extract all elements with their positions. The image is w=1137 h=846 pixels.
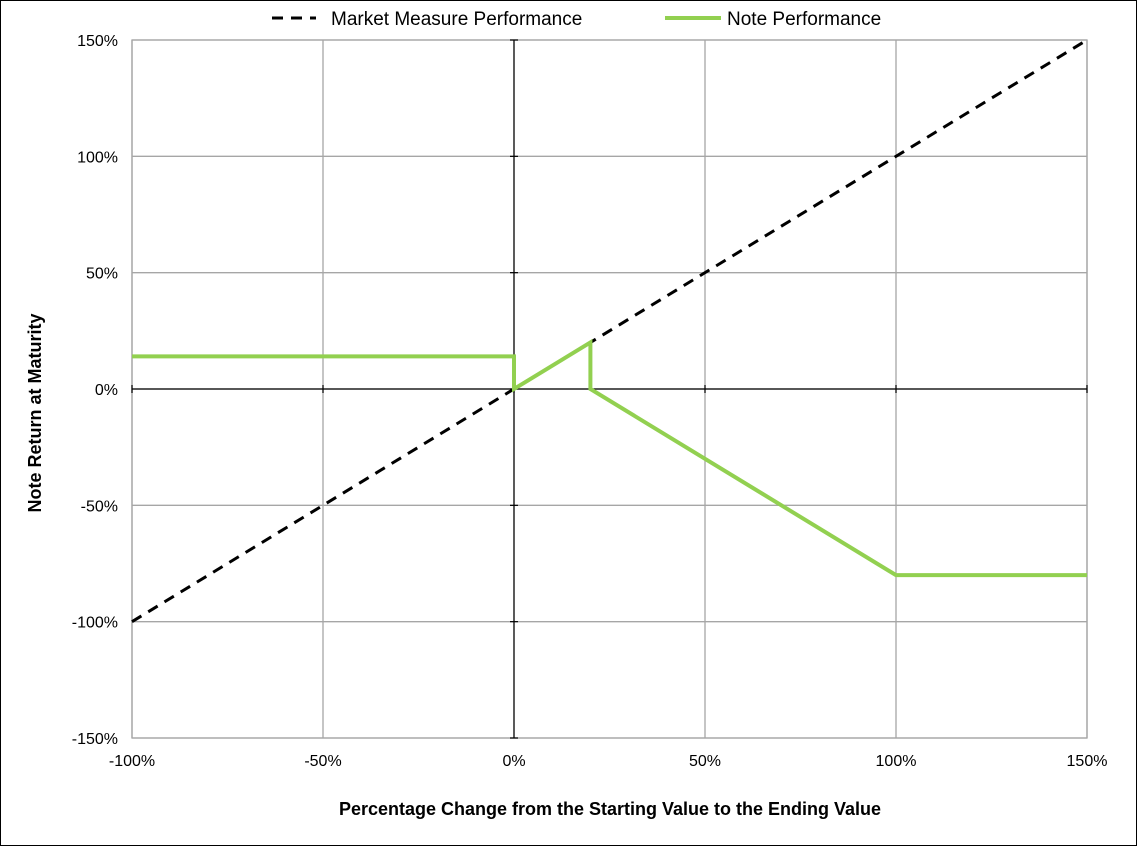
legend: Market Measure Performance Note Performa…: [272, 9, 881, 30]
x-tick-label: -100%: [109, 753, 155, 770]
y-tick-label: 100%: [77, 149, 118, 166]
x-tick-label: 150%: [1067, 753, 1108, 770]
y-tick-label: 50%: [86, 266, 118, 283]
series-market-measure-line: [131, 38, 1088, 623]
axes: [131, 39, 1088, 739]
legend-label-market-measure: Market Measure Performance: [331, 9, 582, 30]
legend-label-note: Note Performance: [727, 9, 881, 30]
y-tick-label: -100%: [72, 615, 118, 632]
y-tick-label: -50%: [81, 498, 118, 515]
series-layer: [131, 38, 1088, 623]
tick-labels: -100% -50% 0% 50% 100% 150% -150% -100% -50% 0% 50…: [72, 33, 1108, 770]
y-tick-label: 0%: [95, 382, 118, 399]
x-tick-label: -50%: [304, 753, 341, 770]
x-axis-title: Percentage Change from the Starting Valu…: [339, 799, 881, 819]
y-axis-title: Note Return at Maturity: [25, 313, 45, 512]
x-tick-label: 50%: [689, 753, 721, 770]
x-tick-label: 100%: [876, 753, 917, 770]
series-note-line: [132, 338, 1087, 578]
y-tick-label: -150%: [72, 731, 118, 748]
x-tick-label: 0%: [502, 753, 525, 770]
y-tick-label: 150%: [77, 33, 118, 50]
